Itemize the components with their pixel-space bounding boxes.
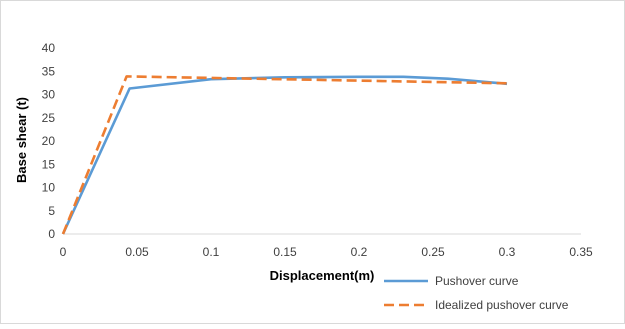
y-tick-label: 25 [42,111,56,125]
series-line-2 [61,75,508,235]
x-tick-label: 0 [60,245,67,259]
y-tick-labels: 0 5 10 15 20 25 30 35 40 [42,41,56,241]
y-tick-label: 40 [42,41,56,55]
series-line-1 [61,75,508,235]
y-axis-title: Base shear (t) [14,97,29,183]
legend-label-2: Idealized pushover curve [435,298,569,312]
x-tick-label: 0.15 [273,245,297,259]
legend-label-1: Pushover curve [435,274,519,288]
x-tick-label: 0.05 [125,245,149,259]
y-tick-label: 20 [42,134,56,148]
x-axis-title: Displacement(m) [270,268,375,283]
y-tick-label: 15 [42,157,56,171]
x-tick-label: 0.1 [203,245,220,259]
series-lines [61,75,508,235]
y-tick-label: 10 [42,181,56,195]
x-tick-label: 0.2 [351,245,368,259]
x-tick-label: 0.35 [569,245,593,259]
y-tick-label: 5 [48,204,55,218]
x-tick-label: 0.25 [421,245,445,259]
x-tick-labels: 0 0.05 0.1 0.15 0.2 0.25 0.3 0.35 [60,245,593,259]
y-tick-label: 0 [48,227,55,241]
y-tick-label: 35 [42,64,56,78]
y-tick-label: 30 [42,88,56,102]
x-tick-label: 0.3 [499,245,516,259]
legend: Pushover curve Idealized pushover curve [384,274,569,312]
